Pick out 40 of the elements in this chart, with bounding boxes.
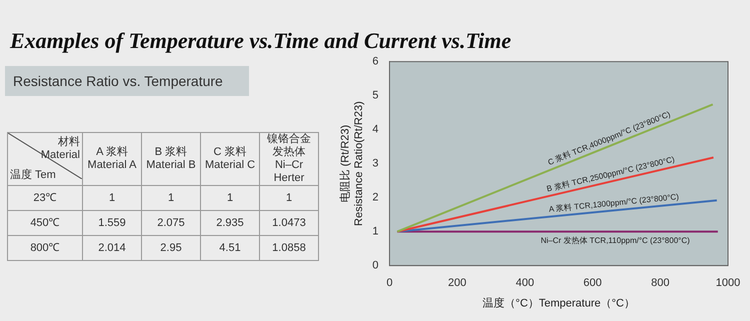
x-tick-label: 800 <box>651 277 670 290</box>
y-tick-label: 6 <box>372 56 379 68</box>
text: 镍铬合金发热体 Ni–Cr Herter <box>261 133 317 185</box>
y-tick-label: 2 <box>372 192 379 204</box>
text: 材料 Material <box>40 136 80 162</box>
text: 1.559 <box>82 210 142 236</box>
y-tick-label: 0 <box>372 260 379 272</box>
text: 2.075 <box>142 210 200 236</box>
y-tick-label: 5 <box>372 90 379 102</box>
text: 1.0858 <box>260 236 318 260</box>
x-tick-label: 0 <box>386 277 393 290</box>
text: C 浆料 Material C <box>204 146 256 172</box>
x-tick-label: 600 <box>583 277 602 290</box>
chart-title: Examples of Temperature vs.Time and Current vs.Time <box>10 28 512 54</box>
text: B 浆料 Material B <box>145 146 197 172</box>
text: 1 <box>82 186 142 210</box>
text: 2.014 <box>82 236 142 260</box>
x-tick-label: 1000 <box>716 277 740 290</box>
text: 800℃ <box>8 236 82 260</box>
text: 1 <box>200 186 260 210</box>
x-axis-title: 温度（°C）Temperature（°C） <box>482 296 635 310</box>
x-tick-label: 200 <box>448 277 466 290</box>
text: 2.935 <box>200 210 260 236</box>
text: A 浆料 Material A <box>86 146 138 172</box>
text: Resistance Ratio vs. Temperature <box>5 66 249 96</box>
y-tick-label: 3 <box>372 158 379 170</box>
annotation: Ni–Cr 发热体 TCR,110ppm/°C (23°800°C) <box>540 236 690 245</box>
text: 1.0473 <box>260 210 318 236</box>
text: 450℃ <box>8 210 82 236</box>
text: 2.95 <box>142 236 200 260</box>
y-tick-label: 1 <box>372 226 379 238</box>
y-axis-title: 电阻比 (Rt/R23) Resistance Ratio(Rt/R23) <box>338 101 365 226</box>
text: 4.51 <box>200 236 260 260</box>
x-tick-label: 400 <box>516 277 534 290</box>
annotation: A 浆料 TCR,1300ppm/°C (23°800°C) <box>548 192 680 214</box>
text: 1 <box>260 186 318 210</box>
text: 温度 Tem <box>10 169 56 182</box>
text: 23℃ <box>8 186 82 210</box>
text: 1 <box>142 186 200 210</box>
y-tick-label: 4 <box>372 124 379 136</box>
